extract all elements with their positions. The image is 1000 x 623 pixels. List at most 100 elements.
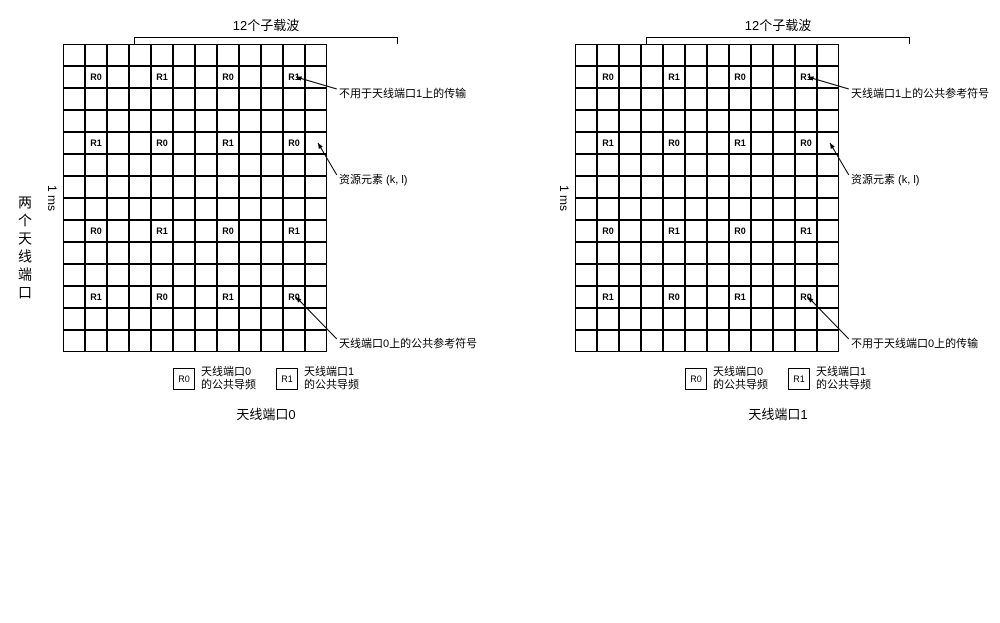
resource-element [729, 176, 751, 198]
reference-symbol-r0: R0 [217, 220, 239, 242]
resource-element [195, 264, 217, 286]
resource-element [195, 220, 217, 242]
resource-element [305, 330, 327, 352]
legend-1: R0 天线端口0 的公共导频 R1 天线端口1 的公共导频 [685, 366, 871, 392]
resource-element [619, 176, 641, 198]
resource-element [685, 242, 707, 264]
reference-symbol-r0: R0 [663, 286, 685, 308]
reference-symbol-r1: R1 [795, 220, 817, 242]
resource-element [239, 198, 261, 220]
resource-element [817, 198, 839, 220]
resource-element [641, 242, 663, 264]
resource-element [151, 88, 173, 110]
legend-box-r1: R1 [276, 368, 298, 390]
resource-element [729, 154, 751, 176]
resource-element [261, 286, 283, 308]
reference-symbol-r1: R1 [729, 286, 751, 308]
reference-symbol-r0: R0 [729, 66, 751, 88]
resource-element [129, 88, 151, 110]
resource-element [85, 88, 107, 110]
resource-element [239, 242, 261, 264]
legend-text: 的公共导频 [304, 379, 359, 391]
grid-wrap-0: 1 ms R0R1R0R1R1R0R1R0R0R1R0R1R1R0R1R0 [45, 44, 327, 352]
resource-element [619, 264, 641, 286]
resource-element [85, 154, 107, 176]
resource-element [173, 176, 195, 198]
resource-element [217, 330, 239, 352]
resource-element [575, 330, 597, 352]
resource-element [107, 176, 129, 198]
resource-element [305, 220, 327, 242]
resource-element [239, 286, 261, 308]
resource-element [641, 330, 663, 352]
reference-symbol-r0: R0 [283, 132, 305, 154]
resource-element [619, 88, 641, 110]
resource-element [663, 110, 685, 132]
resource-element [283, 176, 305, 198]
annotation-text: 资源元素 (k, l) [851, 173, 919, 187]
resource-element [795, 110, 817, 132]
resource-element [817, 220, 839, 242]
resource-element [261, 132, 283, 154]
resource-element [773, 308, 795, 330]
reference-symbol-r1: R1 [151, 66, 173, 88]
resource-grid-1: R0R1R0R1R1R0R1R0R0R1R0R1R1R0R1R0 [575, 44, 839, 352]
resource-element [129, 176, 151, 198]
resource-element [173, 110, 195, 132]
resource-element [107, 132, 129, 154]
resource-element [195, 44, 217, 66]
vertical-time-label-0: 1 ms [45, 185, 59, 211]
legend-text: 天线端口1 [816, 366, 866, 378]
resource-element [751, 154, 773, 176]
resource-element [217, 110, 239, 132]
resource-element [151, 242, 173, 264]
resource-element [707, 88, 729, 110]
resource-element [751, 308, 773, 330]
resource-grid-0: R0R1R0R1R1R0R1R0R0R1R0R1R1R0R1R0 [63, 44, 327, 352]
resource-element [641, 154, 663, 176]
resource-element [729, 110, 751, 132]
resource-element [239, 66, 261, 88]
resource-element [817, 132, 839, 154]
resource-element [685, 110, 707, 132]
resource-element [619, 286, 641, 308]
resource-element [107, 110, 129, 132]
resource-element [795, 44, 817, 66]
resource-element [619, 198, 641, 220]
resource-element [663, 242, 685, 264]
resource-element [261, 308, 283, 330]
resource-element [239, 264, 261, 286]
resource-element [773, 110, 795, 132]
resource-element [63, 198, 85, 220]
resource-element [817, 66, 839, 88]
resource-element [129, 198, 151, 220]
resource-element [707, 264, 729, 286]
resource-element [575, 286, 597, 308]
resource-element [63, 154, 85, 176]
resource-element [597, 176, 619, 198]
resource-element [751, 110, 773, 132]
annotation-text: 天线端口0上的公共参考符号 [339, 337, 477, 351]
resource-element [663, 154, 685, 176]
resource-element [239, 220, 261, 242]
resource-element [663, 330, 685, 352]
resource-element [151, 264, 173, 286]
legend-text: 的公共导频 [816, 379, 871, 391]
resource-element [685, 154, 707, 176]
reference-symbol-r1: R1 [663, 220, 685, 242]
reference-symbol-r1: R1 [85, 132, 107, 154]
resource-element [707, 132, 729, 154]
resource-element [107, 308, 129, 330]
resource-element [663, 176, 685, 198]
resource-element [641, 176, 663, 198]
resource-element [173, 198, 195, 220]
resource-element [751, 88, 773, 110]
resource-element [729, 242, 751, 264]
resource-element [85, 44, 107, 66]
resource-element [63, 176, 85, 198]
resource-element [641, 110, 663, 132]
resource-element [817, 110, 839, 132]
resource-element [129, 242, 151, 264]
top-brace-line-1 [646, 37, 910, 44]
resource-element [751, 330, 773, 352]
